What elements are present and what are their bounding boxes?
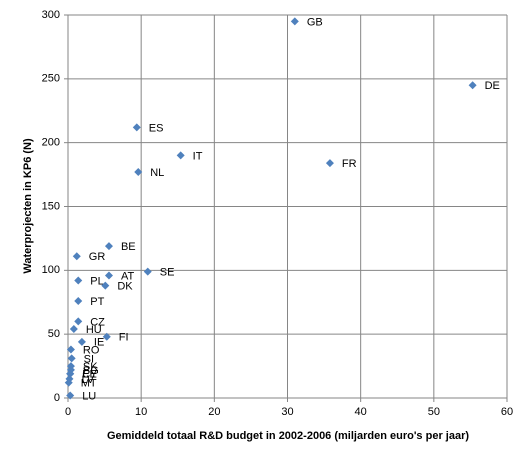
point [69, 325, 78, 334]
point [74, 276, 83, 285]
x-tick-label: 40 [355, 406, 367, 418]
y-tick-label: 100 [42, 264, 60, 276]
point [290, 17, 299, 26]
point-label: BE [121, 241, 136, 253]
point-label: IT [193, 150, 203, 162]
point-label: DK [117, 281, 133, 293]
point-label: RO [83, 344, 100, 356]
point-label: ES [149, 122, 164, 134]
point-label: FI [119, 332, 129, 344]
point [66, 369, 75, 378]
point [72, 252, 81, 261]
point [101, 281, 110, 290]
point [325, 159, 334, 168]
point-label: SK [83, 361, 98, 373]
y-tick-label: 50 [48, 328, 60, 340]
x-tick-label: 60 [501, 406, 513, 418]
point-label: FR [342, 158, 357, 170]
point-label: IE [94, 337, 104, 349]
y-tick-label: 0 [54, 392, 60, 404]
y-tick-label: 150 [42, 200, 60, 212]
x-tick-label: 20 [208, 406, 220, 418]
point-label: LU [82, 390, 96, 402]
point-label: CY [82, 369, 98, 381]
point-label: PL [90, 275, 103, 287]
point-label: DE [485, 80, 500, 92]
point-label: AT [121, 270, 135, 282]
point-label: NL [150, 167, 164, 179]
point [67, 354, 76, 363]
x-tick-label: 0 [65, 406, 71, 418]
point [176, 151, 185, 160]
point [132, 123, 141, 132]
point-label: HU [86, 324, 102, 336]
point [143, 267, 152, 276]
x-tick-label: 10 [135, 406, 147, 418]
point [134, 168, 143, 177]
point-label: GR [89, 251, 106, 263]
point-label: GB [307, 16, 323, 28]
point-label: SE [160, 267, 175, 279]
point [468, 81, 477, 90]
point-label: EE [82, 369, 97, 381]
point [66, 345, 75, 354]
point-label: MT [81, 378, 97, 390]
point-label: SI [84, 353, 94, 365]
point [74, 317, 83, 326]
x-axis-title: Gemiddeld totaal R&D budget in 2002-2006… [107, 430, 469, 442]
point-label: BG [83, 365, 99, 377]
point-label: PT [90, 296, 104, 308]
y-tick-label: 250 [42, 73, 60, 85]
point [104, 271, 113, 280]
point [102, 332, 111, 341]
y-axis-title: Waterprojecten in KP6 (N) [22, 138, 34, 274]
point [74, 296, 83, 305]
y-tick-label: 200 [42, 137, 60, 149]
point [64, 378, 73, 387]
point [77, 337, 86, 346]
point-label: CZ [90, 316, 105, 328]
point [104, 242, 113, 251]
point-label: LV [81, 374, 94, 386]
point [66, 391, 75, 400]
x-tick-label: 50 [428, 406, 440, 418]
x-tick-label: 30 [281, 406, 293, 418]
y-tick-label: 300 [42, 9, 60, 21]
